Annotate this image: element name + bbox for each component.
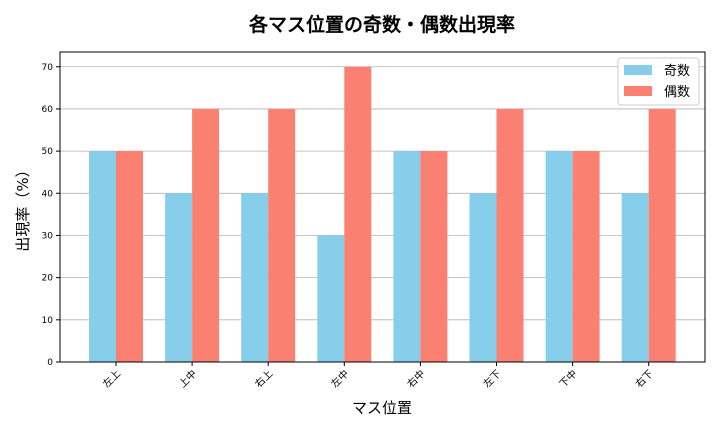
legend-swatch [624,65,652,75]
chart-title: 各マス位置の奇数・偶数出現率 [248,13,515,36]
x-tick-label: 右中 [404,367,427,390]
y-tick-label: 50 [42,147,54,157]
bar-even [572,151,600,362]
bar-odd [469,193,497,362]
legend-swatch [624,86,652,96]
bar-odd [317,235,345,362]
bar-odd [393,151,421,362]
y-tick-label: 30 [42,231,54,241]
x-tick-label: 右下 [632,367,655,390]
x-tick-label: 左中 [328,367,351,390]
bar-even [268,108,296,362]
x-axis-label: マス位置 [352,399,412,417]
legend-label: 奇数 [664,63,690,79]
y-tick-label: 70 [42,63,54,73]
bar-odd [89,151,116,362]
y-tick-label: 60 [42,105,54,115]
bar-odd [165,193,193,362]
x-tick-label: 上中 [176,367,199,390]
y-tick-label: 20 [42,274,54,284]
plot-frame [59,51,706,363]
bar-even [192,108,220,362]
x-tick-label: 下中 [556,367,579,390]
bar-even [344,66,372,362]
legend-label: 偶数 [664,85,690,100]
y-tick-label: 10 [42,316,54,326]
bar-even [496,108,524,362]
bar-even [420,151,448,362]
bar-even [648,108,676,362]
bar-odd [621,193,649,362]
x-tick-label: 左下 [480,367,503,390]
bar-odd [545,151,573,362]
y-tick-label: 40 [42,189,54,199]
bar-even [116,151,143,362]
x-tick-label: 右上 [252,367,275,390]
x-tick-label: 左上 [100,367,123,390]
y-axis-label: 出現率（%） [14,162,32,251]
y-tick-label: 0 [47,358,53,368]
bar-odd [241,193,269,362]
